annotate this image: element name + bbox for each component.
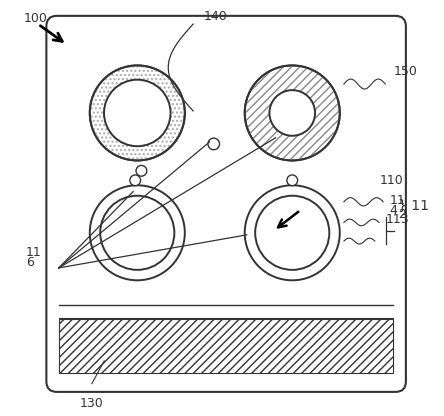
- Circle shape: [287, 175, 297, 186]
- Text: 140: 140: [203, 10, 227, 23]
- Circle shape: [104, 80, 170, 146]
- Text: 2: 2: [398, 208, 406, 221]
- Circle shape: [270, 90, 315, 136]
- Text: 100: 100: [24, 12, 48, 25]
- Circle shape: [130, 175, 141, 186]
- Text: 4: 4: [389, 204, 397, 217]
- Circle shape: [245, 185, 340, 280]
- Text: 113: 113: [386, 213, 410, 226]
- Circle shape: [136, 166, 147, 176]
- Text: 11: 11: [389, 193, 405, 206]
- Text: } 11: } 11: [398, 199, 429, 213]
- Circle shape: [90, 65, 185, 161]
- Text: 150: 150: [394, 65, 418, 79]
- FancyBboxPatch shape: [46, 16, 406, 392]
- Circle shape: [208, 138, 219, 150]
- Circle shape: [245, 65, 340, 161]
- Text: 11: 11: [26, 246, 41, 259]
- Bar: [59, 319, 393, 373]
- Text: 6: 6: [26, 256, 34, 269]
- Text: 130: 130: [79, 397, 103, 410]
- Circle shape: [90, 185, 185, 280]
- Text: 110: 110: [380, 174, 404, 187]
